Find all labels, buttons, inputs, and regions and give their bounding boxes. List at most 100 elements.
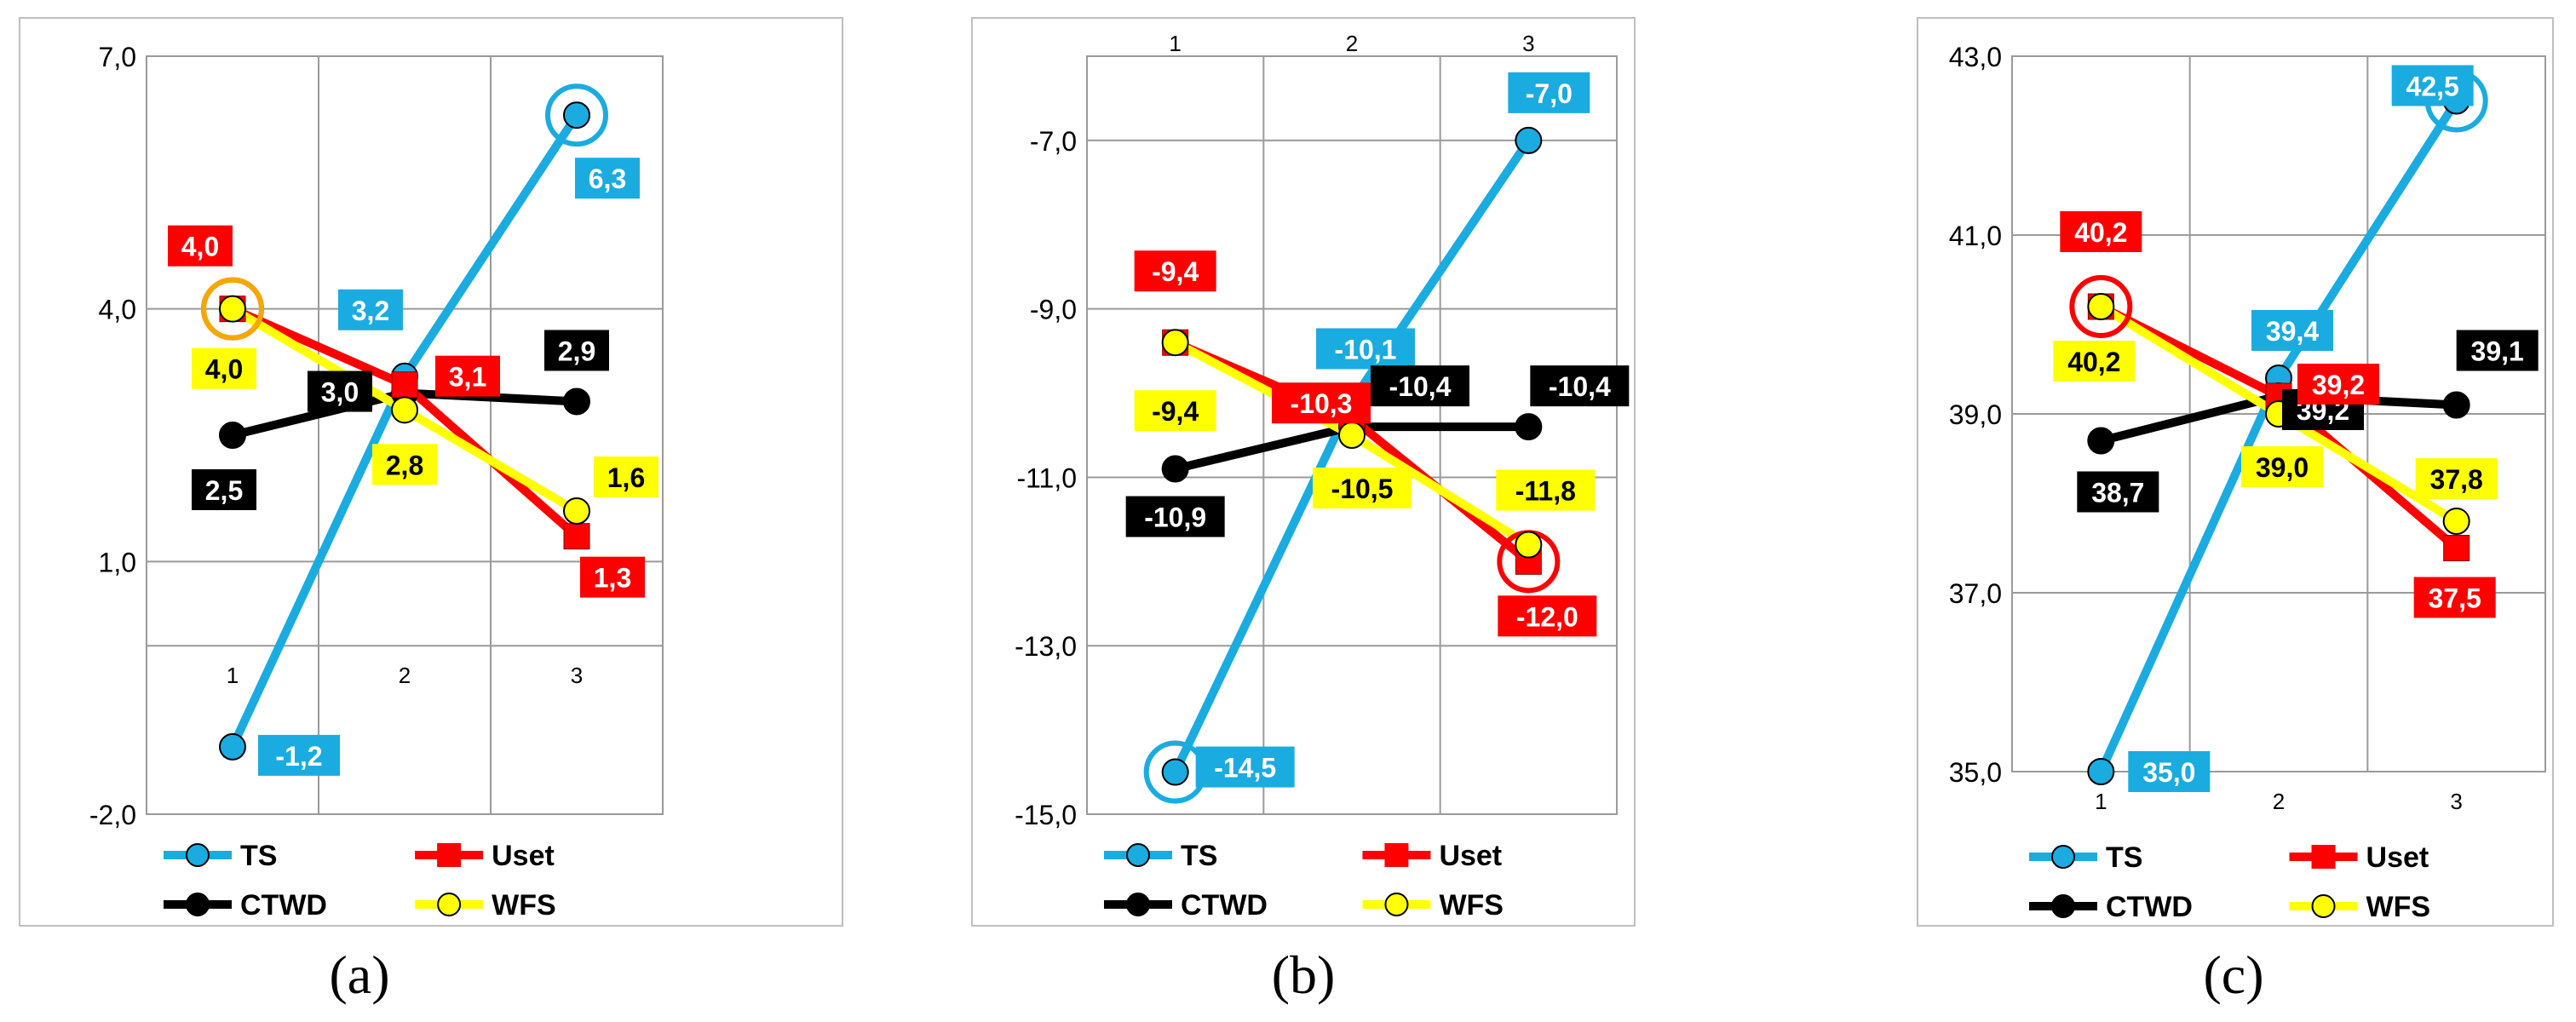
plot-frame (1086, 55, 1618, 815)
data-label-box (192, 469, 256, 510)
data-label-box (2077, 471, 2159, 513)
legend-item-wfs: WFS (2289, 891, 2430, 923)
data-label-ts: 42,5 (2391, 65, 2474, 106)
plot-frame (2011, 55, 2546, 772)
data-label-wfs: 40,2 (2053, 341, 2136, 382)
highlight-ring-ts (545, 83, 608, 147)
x-tick-label: 1 (227, 663, 239, 688)
caption-a: (a) (274, 944, 445, 1007)
data-label-box (2415, 458, 2498, 499)
point-wfs (2442, 508, 2470, 535)
data-label-box (1508, 72, 1590, 113)
data-label-ts: -10,1 (1316, 328, 1415, 370)
data-label-text: -7,0 (1526, 78, 1573, 109)
y-tick-label: -7,0 (1030, 126, 1077, 157)
data-label-ctwd: 2,5 (192, 469, 256, 510)
x-tick-label: 3 (571, 663, 583, 688)
data-label-ctwd: 2,9 (544, 330, 609, 371)
y-tick-label: -9,0 (1030, 295, 1077, 325)
legend-label: TS (240, 840, 277, 872)
legend-swatch-marker (437, 843, 462, 867)
data-label-box (258, 734, 340, 776)
data-label-uset: 4,0 (168, 225, 233, 267)
data-label-text: 3,1 (449, 362, 486, 393)
point-ctwd (563, 388, 590, 416)
legend-label: Uset (492, 840, 555, 872)
point-ctwd (1161, 455, 1189, 483)
chart-a-svg: 7,0 4,0 1,0 -2,0 1 2 3 -1,2 3,2 6,3 2,5 3,0 2,9 4,0 3,… (89, 42, 664, 922)
chart-panel-a: 7,0 4,0 1,0 -2,0 1 2 3 -1,2 3,2 6,3 2,5 3,0 2,9 4,0 3,… (19, 17, 843, 927)
point-ctwd (2442, 391, 2470, 419)
series-line-ts (2096, 96, 2461, 776)
caption-a-text: (a) (329, 944, 390, 1005)
legend-label: CTWD (1181, 889, 1268, 922)
chart-b-svg: -7,0 -9,0 -11,0 -13,0 -15,0 1 2 3 -14,5 -10,1 -7,0… (1015, 31, 1630, 922)
highlight-ring-wfs (201, 277, 264, 341)
data-label-text: -10,1 (1335, 334, 1397, 365)
point-ts (2087, 758, 2115, 785)
data-label-text: -11,8 (1515, 476, 1576, 507)
data-label-text: 37,8 (2430, 464, 2483, 495)
point-ts (1161, 758, 1189, 786)
data-label-text: 4,0 (181, 232, 219, 262)
data-label-wfs: 1,6 (594, 456, 658, 497)
legend-swatch-marker (437, 893, 462, 916)
data-label-wfs: 37,8 (2415, 458, 2498, 499)
data-label-ts: -14,5 (1195, 746, 1295, 788)
data-label-text: 37,5 (2429, 583, 2481, 614)
data-label-box (338, 289, 403, 330)
data-label-ctwd: -10,4 (1371, 365, 1469, 407)
legend-item-wfs: WFS (1362, 889, 1504, 922)
legend-item-ts: TS (2029, 841, 2142, 874)
data-label-uset: -10,3 (1272, 382, 1371, 424)
point-wfs (1338, 422, 1366, 449)
data-label-text: 35,0 (2142, 757, 2195, 788)
data-label-uset: 37,5 (2413, 577, 2496, 618)
y-tick-label: -13,0 (1015, 631, 1077, 662)
data-label-box (192, 347, 256, 389)
data-label-ts: -7,0 (1508, 72, 1590, 113)
point-uset (391, 371, 418, 399)
data-label-ts: 35,0 (2128, 751, 2211, 792)
data-label-box (580, 556, 645, 598)
data-label-text: 3,0 (321, 377, 359, 408)
data-label-box (1498, 595, 1597, 637)
data-label-wfs: 39,0 (2241, 446, 2323, 487)
data-label-text: 39,4 (2266, 316, 2319, 347)
data-label-text: 4,0 (205, 354, 243, 385)
data-label-box (1313, 468, 1412, 508)
data-label-wfs: -9,4 (1134, 390, 1216, 432)
legend-swatch-marker (186, 843, 210, 867)
data-label-box (308, 370, 372, 412)
y-tick-label: -11,0 (1016, 462, 1077, 493)
x-tick-label: 1 (1169, 31, 1181, 56)
series-line-ts (228, 111, 581, 751)
legend-label: Uset (2366, 841, 2429, 874)
legend-swatch-marker (2311, 845, 2336, 869)
data-label-uset: 40,2 (2060, 211, 2142, 252)
data-label-text: -12,0 (1516, 601, 1578, 632)
point-wfs (391, 396, 418, 424)
data-label-uset: 39,2 (2297, 364, 2379, 405)
data-label-box (372, 444, 437, 485)
data-label-box (2456, 330, 2539, 371)
highlight-ring-uset (2069, 275, 2133, 338)
legend-item-uset: Uset (2289, 841, 2429, 874)
legend-item-uset: Uset (415, 840, 555, 872)
data-label-box (2241, 446, 2323, 487)
point-wfs (219, 295, 246, 323)
chart-panel-b: -7,0 -9,0 -11,0 -13,0 -15,0 1 2 3 -14,5 -10,1 -7,0… (971, 17, 1636, 927)
data-label-box (2391, 65, 2474, 106)
data-label-text: -10,3 (1291, 388, 1353, 419)
legend-item-ctwd: CTWD (164, 889, 327, 922)
data-label-text: 39,0 (2256, 452, 2309, 483)
point-ctwd (2087, 427, 2115, 455)
data-label-box (1195, 746, 1295, 788)
data-label-text: 40,2 (2074, 217, 2127, 248)
data-label-box (1125, 496, 1225, 537)
data-label-wfs: -11,8 (1496, 469, 1596, 511)
point-wfs (1515, 531, 1543, 559)
point-wfs (563, 497, 590, 525)
data-label-uset: -12,0 (1498, 595, 1597, 637)
data-label-text: -10,4 (1389, 371, 1452, 402)
